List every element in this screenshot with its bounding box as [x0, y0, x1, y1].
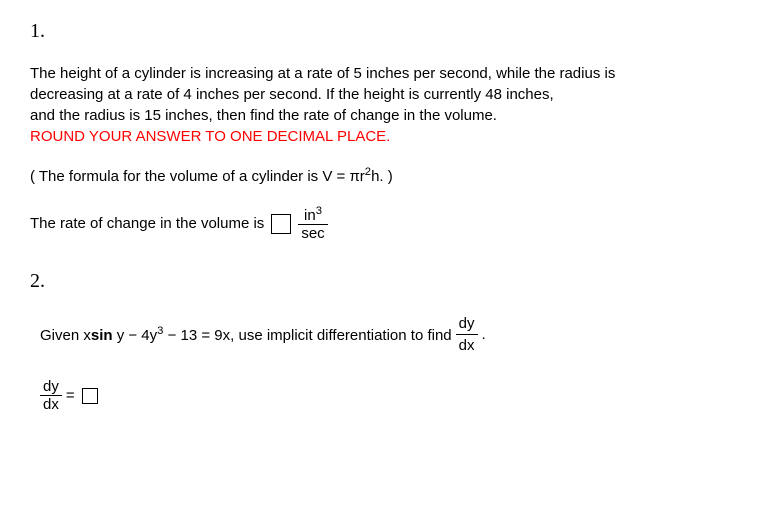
q2-ans-dx: dx — [40, 396, 62, 413]
question-1-body: The height of a cylinder is increasing a… — [30, 63, 741, 147]
q1-formula-start: ( The formula for the volume of a cylind… — [30, 168, 365, 185]
q2-ans-dy: dy — [40, 378, 62, 396]
q1-answer-row: The rate of change in the volume is in3 … — [30, 205, 741, 242]
q2-given-row: Given xsin y − 4y3 − 13 = 9x, use implic… — [40, 313, 741, 356]
q2-equals: = — [66, 387, 75, 404]
q2-answer-input[interactable] — [82, 388, 98, 404]
q1-unit-in: in — [304, 207, 316, 224]
q1-line3: and the radius is 15 inches, then find t… — [30, 107, 497, 124]
q2-dx: dx — [456, 335, 478, 356]
q1-unit-numerator: in3 — [298, 205, 327, 225]
q1-line2: decreasing at a rate of 4 inches per sec… — [30, 86, 554, 103]
question-1-number: 1. — [30, 20, 741, 43]
q2-answer-dydx: dy dx — [40, 378, 62, 413]
q1-formula-end: h. ) — [371, 168, 393, 185]
q1-formula-note: ( The formula for the volume of a cylind… — [30, 165, 741, 187]
q2-after-sin: y − 4y — [113, 327, 158, 344]
q2-after-cubed: − 13 = 9x, use implicit differentiation … — [163, 327, 451, 344]
q1-unit-fraction: in3 sec — [298, 205, 327, 242]
q1-answer-input[interactable] — [271, 214, 291, 234]
q2-dydx-fraction: dy dx — [456, 313, 478, 356]
q1-round-instruction: ROUND YOUR ANSWER TO ONE DECIMAL PLACE. — [30, 128, 390, 145]
q2-dy: dy — [456, 313, 478, 335]
q2-period: . — [482, 324, 486, 345]
q1-unit-exp: 3 — [316, 205, 322, 217]
q2-answer-row: dy dx = — [40, 378, 741, 413]
q1-line1: The height of a cylinder is increasing a… — [30, 65, 615, 82]
q1-rate-label: The rate of change in the volume is — [30, 215, 264, 232]
q2-sin: sin — [91, 327, 113, 344]
question-2-number: 2. — [30, 270, 741, 293]
q1-unit-denominator: sec — [298, 225, 327, 242]
q2-given: Given x — [40, 327, 91, 344]
